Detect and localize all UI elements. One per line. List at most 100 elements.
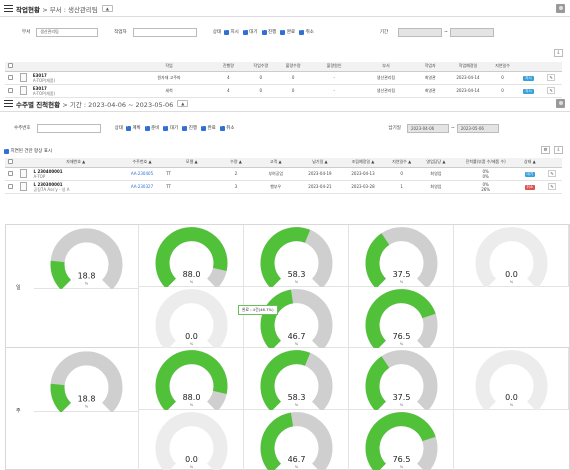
status-check-2[interactable]: 준비 (144, 124, 159, 131)
assy-cell: 2023-03-28 (340, 180, 386, 194)
action-cell: ✎ (542, 167, 562, 181)
excel-export-button[interactable]: ⇩ (554, 49, 563, 57)
table-row[interactable]: L 230400001 A-TOP AA-230405 TT 2 부여공업 202… (5, 167, 562, 181)
col-progress[interactable]: 진행량 (212, 62, 245, 72)
gauge-chart[interactable]: 58.3% (244, 225, 349, 287)
col-delay[interactable]: 지연일수 (488, 62, 517, 72)
col-plan-date[interactable]: 작업예정일 (447, 62, 489, 72)
col-dept[interactable]: 부서 (358, 62, 413, 72)
menu-icon[interactable] (4, 100, 13, 107)
col-worker[interactable]: 작업자 (412, 62, 448, 72)
gauge-chart[interactable]: 37.5% (349, 225, 454, 287)
col-delay[interactable]: 지연일수 ▲ (385, 158, 419, 168)
col-due-date[interactable]: 납기일 ▲ (298, 158, 341, 168)
user-avatar-icon[interactable] (556, 99, 565, 108)
gauge-chart[interactable]: 58.3% (244, 348, 349, 410)
collapse-button[interactable]: ▲ (177, 100, 189, 107)
col-model[interactable]: 모델 ▲ (164, 158, 220, 168)
date-cell: 2023-04-14 (447, 84, 489, 98)
collapse-button[interactable]: ▲ (101, 5, 113, 12)
table-row[interactable]: E3017 A-TOP(재품) 세척 4 0 0 - 생산관리팀 최영관 2023… (5, 84, 562, 98)
table-row[interactable]: E3017 A-TOP(재품) 원자재 고주파 4 0 0 - 생산관리팀 최영관… (5, 71, 562, 85)
status-check-2[interactable]: 대기 (242, 28, 258, 35)
due-cell: 2023-04-19 (298, 167, 341, 181)
dept-input[interactable]: 생산관리팀 (36, 27, 99, 37)
tools-icon[interactable]: ✎ (547, 87, 556, 94)
status-check-3[interactable]: 대기 (163, 124, 178, 131)
col-qty[interactable]: 작업수량 (244, 62, 277, 72)
status-check-5[interactable]: 완료 (200, 124, 216, 131)
gauge-chart[interactable]: 0.0% (139, 410, 244, 470)
gauge-chart[interactable]: 0.0% (139, 287, 244, 349)
order-link[interactable]: AA-230405 (130, 171, 154, 176)
tools-icon[interactable]: ✎ (547, 74, 556, 81)
gauge-chart[interactable]: 46.7% (244, 287, 349, 349)
col-work[interactable]: 작업 (125, 62, 213, 72)
period-to-input[interactable] (449, 27, 494, 37)
status-check-3[interactable]: 진행 (261, 28, 276, 35)
col-qty[interactable]: 수량 ▲ (219, 158, 253, 168)
period-from-input[interactable] (398, 27, 443, 37)
order-no-cell[interactable]: AA-230405 (119, 167, 165, 181)
delay-only-checkbox[interactable]: 지연된 건만 항상 표시 (4, 147, 52, 154)
gauge-value: 18.8 (78, 271, 96, 280)
order-link[interactable]: AA-230327 (130, 184, 154, 189)
due-date-label: 납기일 (388, 126, 401, 131)
defect-cell: 0 (276, 71, 310, 85)
status-check-6[interactable]: 취소 (219, 124, 235, 131)
col-status (516, 62, 541, 72)
work-cell: 세척 (125, 84, 213, 98)
gauge-chart[interactable]: 37.5% (349, 348, 454, 410)
select-all-checkbox[interactable] (5, 158, 17, 168)
status-check-4[interactable]: 진행 (182, 124, 197, 131)
status-check-4[interactable]: 완료 (280, 28, 295, 35)
table-row[interactable]: L 230300001 공장7A Ass'y - 성 A AA-230327 TT… (5, 180, 562, 194)
gauge-chart[interactable]: 88.0% (139, 225, 244, 287)
col-assy-date[interactable]: 조립예정일 ▲ (340, 158, 386, 168)
order-no-cell[interactable]: AA-230327 (119, 180, 165, 194)
col-material[interactable]: 자재번호 ▲ (31, 158, 120, 168)
gauge-chart[interactable]: 76.5% (349, 410, 454, 470)
select-all-checkbox[interactable] (5, 62, 16, 72)
row-checkbox[interactable] (5, 180, 17, 194)
order-no-input[interactable] (36, 123, 101, 133)
menu-icon[interactable] (4, 5, 13, 12)
row-checkbox[interactable] (5, 167, 17, 181)
gauge-chart[interactable]: 0.0% (454, 348, 569, 410)
due-from-input[interactable]: 2023-04-06 (406, 123, 449, 133)
gauge-chart[interactable]: 76.5% (349, 287, 454, 349)
col-order-no[interactable]: 수주번호 ▲ (119, 158, 165, 168)
dept-gauge: 용접 76.5% (349, 286, 454, 349)
col-action (540, 62, 562, 72)
gauge-chart[interactable]: 46.7% (244, 410, 349, 470)
tools-icon[interactable]: ✎ (548, 183, 556, 190)
gauge-fill (260, 350, 311, 410)
material-cell: L 230300001 공장7A Ass'y - 성 A (31, 180, 120, 194)
settings-button[interactable]: ⚙ (541, 146, 550, 154)
col-defect[interactable]: 불량수량 (276, 62, 310, 72)
gauge-track (475, 227, 548, 287)
user-avatar-icon[interactable] (556, 4, 565, 13)
gauge-chart[interactable]: 0.0% (454, 225, 569, 287)
item-thumbnail (16, 180, 32, 194)
status-check-1[interactable]: 지시 (223, 28, 239, 35)
dept-gauge: 연구소 0.0% (454, 225, 569, 287)
status-check-5[interactable]: 취소 (299, 28, 314, 35)
status-check-1[interactable]: 계획 (125, 124, 141, 131)
row-checkbox[interactable] (5, 84, 16, 98)
gauge-unit: % (85, 281, 89, 285)
gauge-chart[interactable]: 18.8% (34, 348, 139, 412)
tools-icon[interactable]: ✎ (548, 170, 556, 177)
gauge-chart[interactable]: 18.8% (34, 225, 139, 289)
gauge-fill (50, 383, 72, 412)
due-to-input[interactable]: 2023-05-06 (456, 123, 499, 133)
col-sales[interactable]: 영업담당 ▲ (418, 158, 454, 168)
excel-export-button[interactable]: ⇩ (554, 146, 563, 154)
worker-input[interactable] (132, 27, 197, 37)
row-checkbox[interactable] (5, 71, 16, 85)
gauge-chart[interactable]: 88.0% (139, 348, 244, 410)
col-defect-cause[interactable]: 불량원인 (309, 62, 359, 72)
col-status[interactable]: 상태 ▲ (517, 158, 543, 168)
gauge-value: 18.8 (78, 394, 96, 403)
col-customer[interactable]: 고객 ▲ (252, 158, 299, 168)
